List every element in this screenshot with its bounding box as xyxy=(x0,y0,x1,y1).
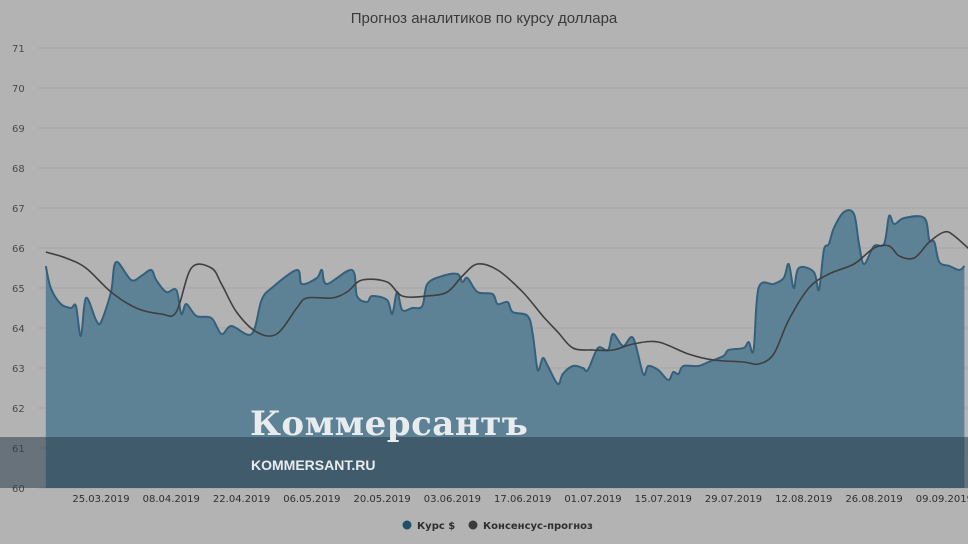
legend-label-rate: Курс $ xyxy=(417,521,455,532)
y-tick-label: 67 xyxy=(12,204,25,215)
x-tick-label: 29.07.2019 xyxy=(705,494,762,505)
y-tick-label: 66 xyxy=(12,244,25,255)
series-area-layer xyxy=(45,210,965,488)
x-tick-label: 08.04.2019 xyxy=(143,494,200,505)
y-tick-label: 68 xyxy=(12,164,25,175)
x-tick-label: 03.06.2019 xyxy=(424,494,481,505)
x-tick-label: 26.08.2019 xyxy=(845,494,902,505)
x-tick-label: 01.07.2019 xyxy=(564,494,621,505)
series-line-rate xyxy=(44,209,966,386)
x-tick-label: 17.06.2019 xyxy=(494,494,551,505)
chart-title: Прогноз аналитиков по курсу доллара xyxy=(350,10,618,27)
x-tick-label: 22.04.2019 xyxy=(213,494,270,505)
x-tick-label: 15.07.2019 xyxy=(635,494,692,505)
x-tick-label: 12.08.2019 xyxy=(775,494,832,505)
series-area-rate xyxy=(45,210,965,488)
y-tick-label: 70 xyxy=(12,84,25,95)
x-tick-label: 06.05.2019 xyxy=(283,494,340,505)
y-tick-label: 60 xyxy=(12,484,25,495)
legend-item-consensus[interactable]: Консенсус-прогноз xyxy=(468,520,594,533)
y-axis-labels: 717069686766656463626160 xyxy=(12,44,25,495)
y-tick-label: 63 xyxy=(12,364,25,375)
watermark-logo: Коммерсантъ xyxy=(250,404,529,444)
legend-item-rate[interactable]: Курс $ xyxy=(402,520,456,533)
x-tick-label: 09.09.2019 xyxy=(916,494,968,505)
legend-marker-consensus xyxy=(468,520,478,530)
y-tick-label: 71 xyxy=(12,44,25,55)
legend: Курс $ Консенсус-прогноз xyxy=(402,520,594,533)
y-tick-label: 64 xyxy=(12,324,25,335)
y-tick-label: 69 xyxy=(12,124,25,135)
x-axis-labels: 25.03.2019 08.04.2019 22.04.2019 06.05.2019… xyxy=(72,494,968,505)
watermark-band xyxy=(0,437,968,488)
series-line-consensus xyxy=(45,230,968,366)
legend-label-consensus: Консенсус-прогноз xyxy=(483,521,593,532)
y-tick-label: 62 xyxy=(12,404,25,415)
y-tick-label: 65 xyxy=(12,284,25,295)
series-line-layer xyxy=(44,209,968,386)
x-tick-label: 25.03.2019 xyxy=(72,494,129,505)
x-tick-label: 20.05.2019 xyxy=(353,494,410,505)
watermark-site-link[interactable]: KOMMERSANT.RU xyxy=(251,457,376,473)
legend-marker-rate xyxy=(402,520,412,530)
